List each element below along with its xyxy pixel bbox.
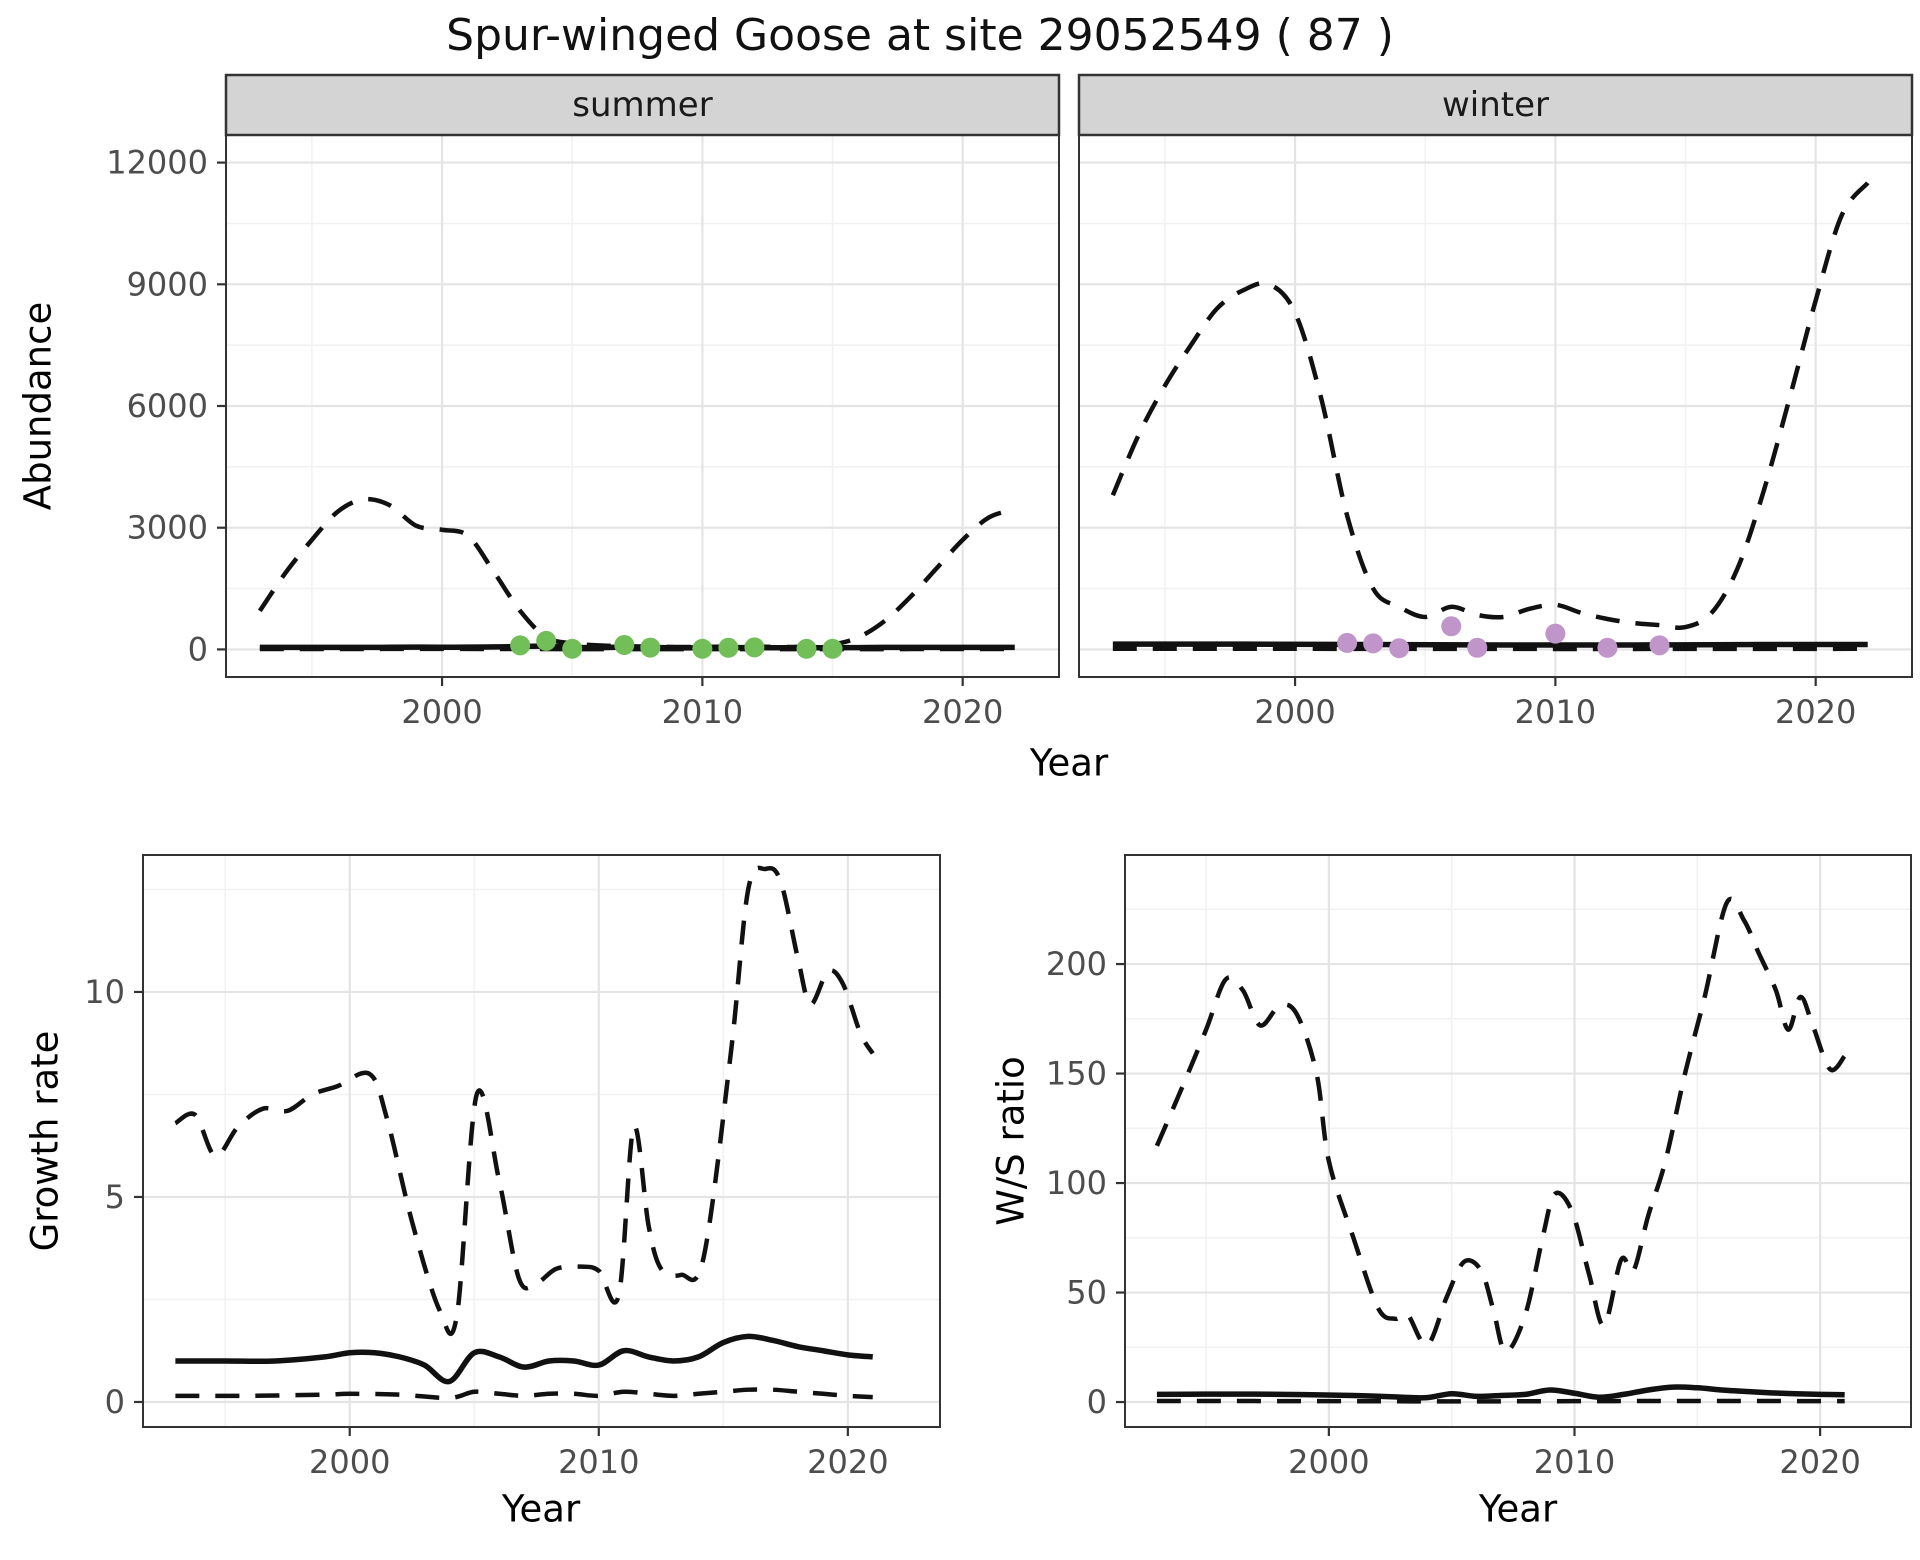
abundance-summer-observations bbox=[510, 630, 843, 659]
panel-border bbox=[1124, 854, 1912, 1428]
x-tick-label: 2000 bbox=[1254, 693, 1335, 731]
y-tick-marks bbox=[134, 990, 143, 1404]
x-tick-label: 2000 bbox=[1288, 1443, 1369, 1481]
abundance-winter-upper_ci-line bbox=[1110, 181, 1870, 630]
x-tick-label: 2020 bbox=[807, 1443, 888, 1481]
y-tick-label: 10 bbox=[84, 973, 125, 1011]
x-tick-label: 2010 bbox=[1534, 1443, 1615, 1481]
x-tick-label: 2020 bbox=[1779, 1443, 1860, 1481]
x-tick-label: 2020 bbox=[1775, 693, 1856, 731]
abundance-axis-title: Abundance bbox=[16, 301, 60, 511]
grid-minor bbox=[1125, 855, 1911, 1427]
abundance-summer-observed-point bbox=[614, 634, 635, 655]
panel-growth-rate: 2000 2010 2020 0 5 10 bbox=[84, 854, 941, 1481]
y-tick-label: 12000 bbox=[106, 144, 208, 182]
growth-x-axis-title: Year bbox=[501, 1487, 581, 1531]
panel-background bbox=[1125, 855, 1911, 1427]
ws-ratio-trend-line bbox=[1156, 1384, 1845, 1401]
facet-strip-box bbox=[224, 73, 1061, 137]
panel-background bbox=[143, 855, 940, 1427]
abundance-summer-observed-point bbox=[744, 637, 765, 658]
grid-minor bbox=[1079, 135, 1912, 677]
ws-ratio-axis-title: W/S ratio bbox=[989, 1056, 1033, 1226]
y-tick-label: 150 bbox=[1046, 1055, 1107, 1093]
abundance-summer-observed-point bbox=[822, 638, 843, 659]
abundance-winter-trend-line bbox=[1112, 641, 1868, 648]
abundance-winter-observed-point bbox=[1545, 623, 1566, 644]
abundance-summer-observed-point bbox=[536, 630, 557, 651]
y-tick-label: 3000 bbox=[127, 509, 208, 547]
y-tick-label: 200 bbox=[1046, 945, 1107, 983]
panel-abundance-winter: 2000 2010 2020 bbox=[1077, 73, 1914, 731]
plot-title: Spur-winged Goose at site 29052549 ( 87 … bbox=[446, 10, 1394, 61]
ws-ratio-upper_ci-line bbox=[1154, 896, 1847, 1354]
y-tick-label: 100 bbox=[1046, 1164, 1107, 1202]
y-tick-label: 5 bbox=[105, 1178, 125, 1216]
growth-rate-trend-line bbox=[175, 1333, 873, 1385]
ws-x-axis-title: Year bbox=[1478, 1487, 1558, 1531]
abundance-winter-observed-point bbox=[1441, 616, 1462, 637]
growth-rate-upper_ci-line bbox=[174, 865, 875, 1336]
grid-major bbox=[143, 855, 940, 1427]
abundance-summer-observed-point bbox=[510, 635, 531, 656]
facet-strip-winter: winter bbox=[1441, 85, 1550, 125]
y-tick-label: 0 bbox=[188, 630, 208, 668]
x-tick-marks bbox=[1293, 677, 1817, 686]
abundance-summer-observed-point bbox=[692, 638, 713, 659]
facet-strip-summer: summer bbox=[572, 85, 713, 125]
abundance-summer-observed-point bbox=[562, 638, 583, 659]
panel-border bbox=[142, 854, 941, 1428]
grid-minor bbox=[143, 855, 940, 1427]
panel-ws-ratio: 2000 2010 2020 0 50 100 150 200 bbox=[1046, 854, 1912, 1481]
x-tick-label: 2010 bbox=[662, 693, 743, 731]
abundance-summer-observed-point bbox=[796, 638, 817, 659]
y-tick-label: 0 bbox=[1087, 1383, 1107, 1421]
abundance-winter-observations bbox=[1337, 616, 1670, 659]
panel-abundance-summer: 2000 2010 2020 0 3000 6000 9000 12000 bbox=[106, 73, 1061, 731]
x-tick-marks bbox=[440, 677, 964, 686]
x-tick-marks bbox=[1327, 1427, 1822, 1436]
y-tick-label: 9000 bbox=[127, 265, 208, 303]
x-tick-label: 2010 bbox=[558, 1443, 639, 1481]
x-tick-label: 2000 bbox=[401, 693, 482, 731]
y-tick-marks bbox=[217, 161, 226, 651]
abundance-summer-observed-point bbox=[718, 637, 739, 658]
growth-rate-lower_ci-line bbox=[175, 1387, 873, 1401]
abundance-winter-observed-point bbox=[1649, 635, 1670, 656]
abundance-winter-observed-point bbox=[1467, 637, 1488, 658]
abundance-winter-observed-point bbox=[1363, 633, 1384, 654]
growth-rate-axis-title: Growth rate bbox=[23, 1030, 67, 1252]
x-tick-marks bbox=[348, 1427, 849, 1436]
y-tick-label: 6000 bbox=[127, 387, 208, 425]
abundance-summer-trend-line bbox=[259, 643, 1015, 651]
abundance-winter-observed-point bbox=[1389, 638, 1410, 659]
y-tick-marks bbox=[1116, 962, 1125, 1404]
facet-strip-box bbox=[1077, 73, 1914, 137]
x-tick-label: 2000 bbox=[309, 1443, 390, 1481]
abundance-winter-observed-point bbox=[1337, 632, 1358, 653]
abundance-winter-observed-point bbox=[1597, 637, 1618, 658]
y-tick-label: 50 bbox=[1066, 1274, 1107, 1312]
y-tick-label: 0 bbox=[105, 1383, 125, 1421]
x-tick-label: 2020 bbox=[922, 693, 1003, 731]
top-x-axis-title: Year bbox=[1029, 741, 1109, 785]
x-tick-label: 2010 bbox=[1515, 693, 1596, 731]
abundance-summer-observed-point bbox=[640, 637, 661, 658]
